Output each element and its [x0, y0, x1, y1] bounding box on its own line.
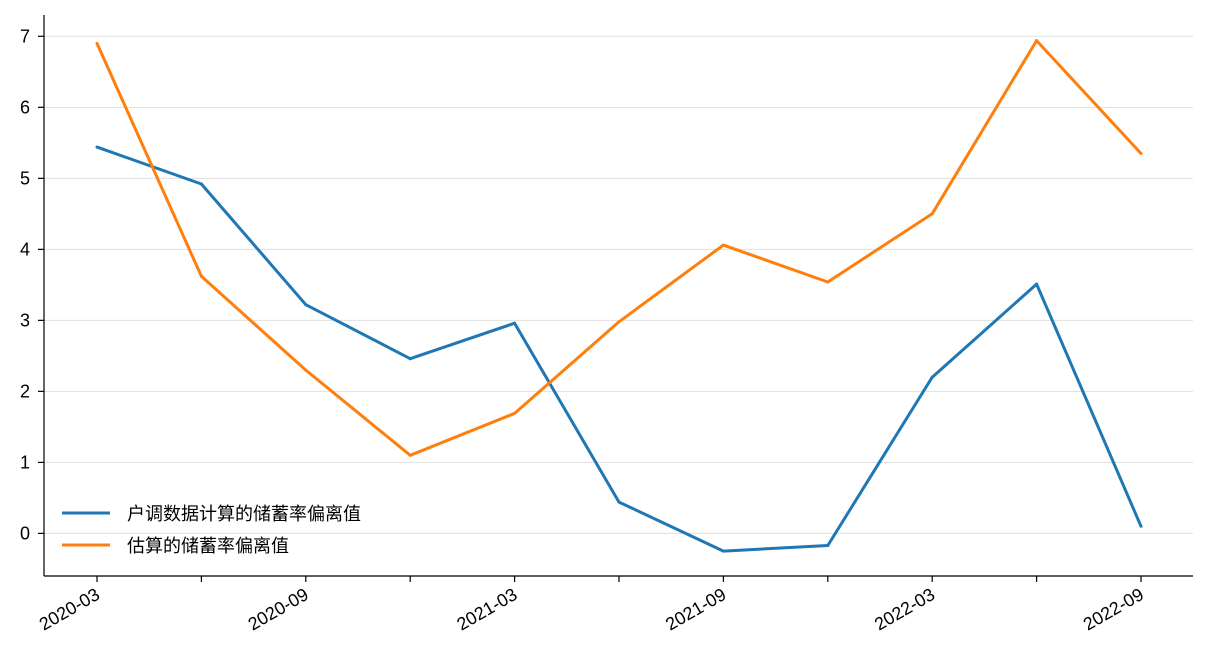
- data-point-1-6: [721, 243, 725, 247]
- x-axis-ticks: 2020-03 2020-09 2021-03 2021-09 2022-03 2022-…: [36, 576, 1147, 634]
- axes: [43, 15, 1193, 577]
- y-tick-label-5: 5: [20, 168, 30, 188]
- y-tick-label-6: 6: [20, 97, 30, 117]
- data-point-0-3: [408, 357, 412, 361]
- x-tick-label-2: 2020-09: [245, 584, 312, 634]
- data-point-0-2: [304, 303, 308, 307]
- data-point-0-7: [826, 543, 830, 547]
- data-point-1-8: [930, 212, 934, 216]
- x-tick-label-6: 2021-09: [662, 584, 729, 634]
- data-point-1-7: [826, 280, 830, 284]
- data-point-1-0: [95, 41, 99, 45]
- x-tick-label-8: 2022-03: [871, 584, 938, 634]
- data-point-1-1: [199, 274, 203, 278]
- data-point-1-5: [617, 320, 621, 324]
- x-tick-label-10: 2022-09: [1080, 584, 1147, 634]
- y-tick-label-4: 4: [20, 239, 30, 259]
- series-line-1: [95, 39, 1143, 457]
- data-point-1-9: [1035, 39, 1039, 43]
- y-axis-ticks: 0 1 2 3 4 5 6 7: [20, 26, 44, 543]
- legend-label-0: 户调数据计算的储蓄率偏离值: [127, 504, 361, 525]
- data-point-1-3: [408, 453, 412, 457]
- y-tick-label-1: 1: [20, 452, 30, 472]
- data-point-0-8: [930, 375, 934, 379]
- x-tick-label-4: 2021-03: [453, 584, 520, 634]
- data-point-1-2: [304, 368, 308, 372]
- data-point-0-10: [1139, 524, 1143, 528]
- gridlines: [44, 35, 1193, 534]
- legend: 户调数据计算的储蓄率偏离值 估算的储蓄率偏离值: [62, 504, 361, 557]
- series-lines: [95, 39, 1143, 553]
- data-point-0-1: [199, 182, 203, 186]
- data-point-0-9: [1035, 282, 1039, 286]
- x-tick-label-0: 2020-03: [36, 584, 103, 634]
- data-point-0-5: [617, 500, 621, 504]
- series-line-0: [96, 145, 1143, 553]
- y-tick-label-3: 3: [20, 310, 30, 330]
- data-point-0-0: [95, 145, 99, 149]
- data-point-0-6: [721, 549, 725, 553]
- data-point-1-10: [1139, 151, 1143, 155]
- y-tick-label-2: 2: [20, 381, 30, 401]
- data-point-1-4: [513, 411, 517, 415]
- y-tick-label-7: 7: [20, 26, 30, 46]
- data-point-0-4: [513, 321, 517, 325]
- legend-label-1: 估算的储蓄率偏离值: [127, 536, 289, 557]
- y-tick-label-0: 0: [20, 523, 30, 543]
